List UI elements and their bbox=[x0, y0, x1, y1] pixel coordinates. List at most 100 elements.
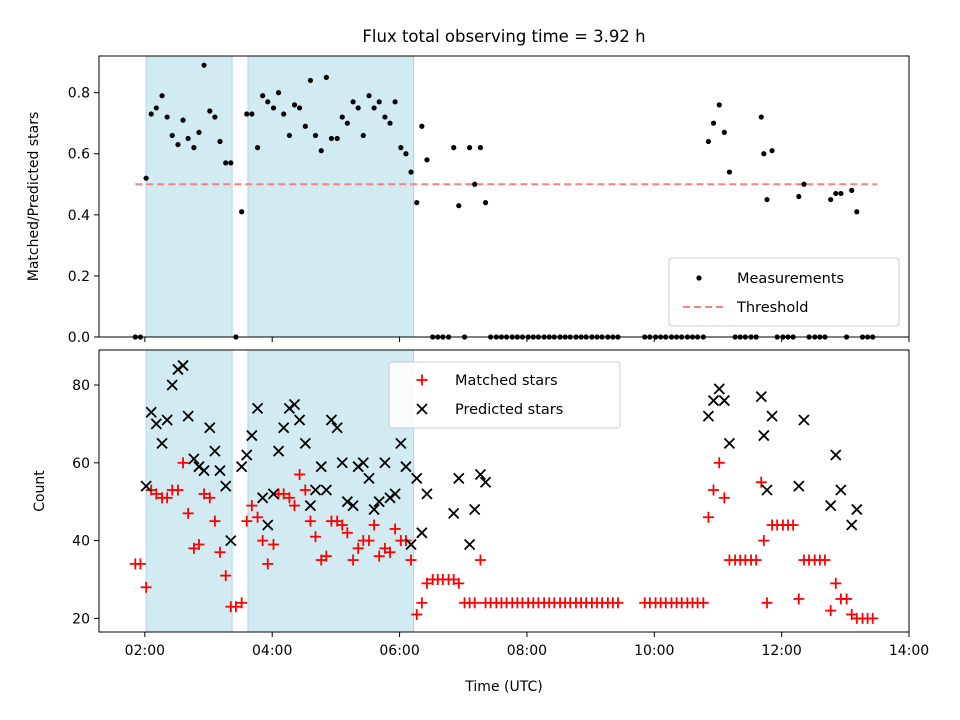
predicted-star-point bbox=[400, 461, 412, 473]
predicted-star-point bbox=[830, 449, 842, 461]
matched-star-point bbox=[469, 597, 481, 609]
measurement-point bbox=[143, 175, 149, 181]
predicted-star-point bbox=[288, 398, 301, 411]
matched-star-point bbox=[411, 608, 423, 620]
predicted-x-b bbox=[246, 429, 258, 442]
matched-star-point bbox=[278, 488, 290, 500]
measurement-point bbox=[191, 145, 197, 151]
predicted-x-b bbox=[341, 496, 353, 508]
predicted-x-b bbox=[405, 538, 417, 551]
measurement-point bbox=[710, 120, 717, 126]
measurement-point bbox=[239, 209, 245, 215]
measurement-point bbox=[159, 93, 165, 99]
measurement-point bbox=[403, 151, 409, 157]
legend-measurements-marker bbox=[696, 275, 702, 281]
measurement-point bbox=[185, 135, 191, 142]
measurement-point bbox=[344, 120, 350, 126]
predicted-star-point bbox=[469, 503, 481, 516]
measurement-point bbox=[228, 160, 234, 166]
y-tick-label: 60 bbox=[72, 456, 90, 472]
matched-star-point bbox=[352, 542, 364, 554]
measurement-point bbox=[286, 132, 293, 139]
predicted-star-point bbox=[267, 488, 280, 500]
matched-star-point bbox=[193, 538, 205, 550]
predicted-star-point bbox=[166, 379, 178, 391]
predicted-star-point bbox=[798, 414, 810, 426]
predicted-x-b bbox=[363, 472, 375, 484]
measurement-point bbox=[833, 190, 839, 197]
predicted-star-point bbox=[448, 507, 460, 520]
measurement-point bbox=[371, 105, 377, 111]
predicted-x-b bbox=[825, 499, 837, 512]
predicted-star-point bbox=[835, 484, 847, 496]
predicted-x-b bbox=[400, 461, 412, 473]
predicted-x-b bbox=[278, 422, 290, 434]
predicted-x-b bbox=[220, 480, 232, 492]
measurement-point bbox=[472, 181, 478, 187]
measurement-point bbox=[355, 105, 361, 111]
predicted-star-point bbox=[246, 429, 258, 442]
predicted-x-b bbox=[309, 484, 322, 496]
measurement-point bbox=[419, 123, 425, 129]
measurement-point bbox=[424, 157, 430, 163]
measurement-point bbox=[398, 145, 404, 151]
matched-star-point bbox=[612, 597, 624, 609]
predicted-x-b bbox=[225, 534, 237, 547]
measurement-point bbox=[148, 111, 154, 117]
matched-star-point bbox=[758, 535, 770, 547]
matched-star-point bbox=[262, 558, 274, 570]
predicted-x-b bbox=[166, 379, 178, 391]
predicted-star-point bbox=[347, 499, 359, 512]
measurement-point bbox=[207, 108, 213, 114]
matched-star-point bbox=[288, 500, 300, 512]
matched-star-point bbox=[416, 597, 428, 609]
predicted-x-b bbox=[713, 383, 725, 395]
matched-star-point bbox=[134, 558, 146, 570]
predicted-x-b bbox=[395, 437, 407, 449]
predicted-star-point bbox=[299, 437, 311, 449]
measurement-point bbox=[254, 145, 261, 151]
matched-star-point bbox=[283, 492, 295, 504]
predicted-x-b bbox=[315, 461, 327, 473]
predicted-star-point bbox=[209, 445, 221, 457]
measurement-point bbox=[761, 151, 767, 157]
predicted-x-b bbox=[379, 457, 391, 469]
predicted-star-point bbox=[453, 472, 465, 484]
predicted-star-point bbox=[373, 496, 385, 508]
matched-star-point bbox=[336, 519, 348, 531]
predicted-x-b bbox=[758, 429, 770, 442]
predicted-star-point bbox=[766, 410, 778, 422]
measurement-point bbox=[376, 99, 382, 105]
measurement-point bbox=[164, 114, 170, 120]
measurement-point bbox=[281, 111, 287, 117]
matched-star-point bbox=[363, 535, 375, 547]
matched-star-point bbox=[341, 527, 353, 539]
top-legend-box bbox=[668, 257, 900, 327]
predicted-x-b bbox=[416, 527, 428, 539]
matched-star-point bbox=[793, 593, 805, 605]
predicted-x-b bbox=[718, 394, 730, 407]
predicted-star-point bbox=[225, 534, 237, 547]
predicted-star-point bbox=[145, 406, 157, 418]
predicted-x-b bbox=[793, 480, 805, 492]
predicted-x-b bbox=[411, 472, 423, 484]
matched-star-point bbox=[702, 511, 714, 523]
predicted-x-b bbox=[463, 538, 476, 551]
predicted-star-point bbox=[363, 472, 375, 484]
measurement-point bbox=[456, 203, 462, 209]
predicted-star-point bbox=[341, 496, 353, 508]
measurement-point bbox=[328, 135, 335, 142]
measurement-point bbox=[270, 105, 277, 111]
x-axis-label: Time (UTC) bbox=[464, 679, 542, 695]
predicted-star-point bbox=[156, 437, 168, 449]
measurement-point bbox=[223, 160, 229, 166]
matched-star-point bbox=[214, 546, 226, 558]
measurement-point bbox=[260, 93, 266, 99]
measurement-point bbox=[801, 181, 807, 187]
legend-predicted-label: Predicted stars bbox=[455, 402, 563, 418]
predicted-x-b bbox=[293, 414, 306, 426]
predicted-x-b bbox=[204, 422, 216, 434]
measurement-point bbox=[249, 111, 255, 117]
predicted-x-b bbox=[723, 437, 736, 449]
predicted-star-point bbox=[825, 499, 837, 512]
